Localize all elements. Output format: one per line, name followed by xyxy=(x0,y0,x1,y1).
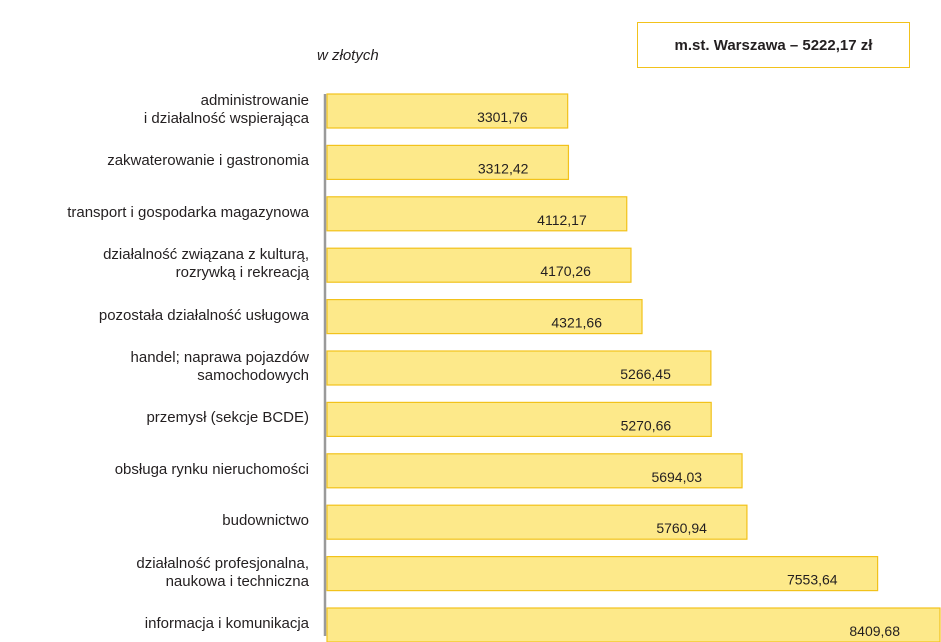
bar xyxy=(326,93,569,129)
bar xyxy=(326,299,643,335)
category-label: przemysł (sekcje BCDE) xyxy=(146,409,309,427)
value-label: 3312,42 xyxy=(478,160,529,176)
bar xyxy=(326,144,570,180)
subtitle: w złotych xyxy=(317,47,379,64)
value-label: 3301,76 xyxy=(477,109,528,125)
category-label: handel; naprawa pojazdów samochodowych xyxy=(130,349,309,384)
category-label: obsługa rynku nieruchomości xyxy=(114,460,309,478)
bar xyxy=(326,453,743,489)
category-label: transport i gospodarka magazynowa xyxy=(67,203,309,221)
category-label: działalność profesjonalna, naukowa i tec… xyxy=(136,554,309,590)
value-label: 5266,45 xyxy=(620,366,671,382)
bar xyxy=(326,555,879,592)
value-label: 4112,17 xyxy=(537,212,587,228)
value-label: 7553,64 xyxy=(787,572,838,588)
bar xyxy=(326,350,712,386)
bar xyxy=(326,196,628,232)
annotation: m.st. Warszawa – 5222,17 zł xyxy=(637,22,910,68)
value-label: 5270,66 xyxy=(621,417,672,433)
bar xyxy=(326,504,748,540)
value-label: 5694,03 xyxy=(651,469,702,485)
category-label: zakwaterowanie i gastronomia xyxy=(107,152,309,170)
category-label: działalność związana z kulturą, rozrywką… xyxy=(103,246,309,282)
value-label: 8409,68 xyxy=(849,623,900,639)
category-label: administrowanie i działalność wspierając… xyxy=(143,92,309,127)
value-label: 4170,26 xyxy=(540,263,591,279)
value-label: 4321,66 xyxy=(551,315,602,331)
value-label: 5760,94 xyxy=(656,520,707,536)
category-label: pozostała działalność usługowa xyxy=(98,306,309,324)
category-label: informacja i komunikacja xyxy=(144,615,309,632)
bar xyxy=(326,401,712,437)
bar xyxy=(326,607,941,642)
bar xyxy=(326,247,632,283)
category-label: budownictwo xyxy=(222,512,309,530)
